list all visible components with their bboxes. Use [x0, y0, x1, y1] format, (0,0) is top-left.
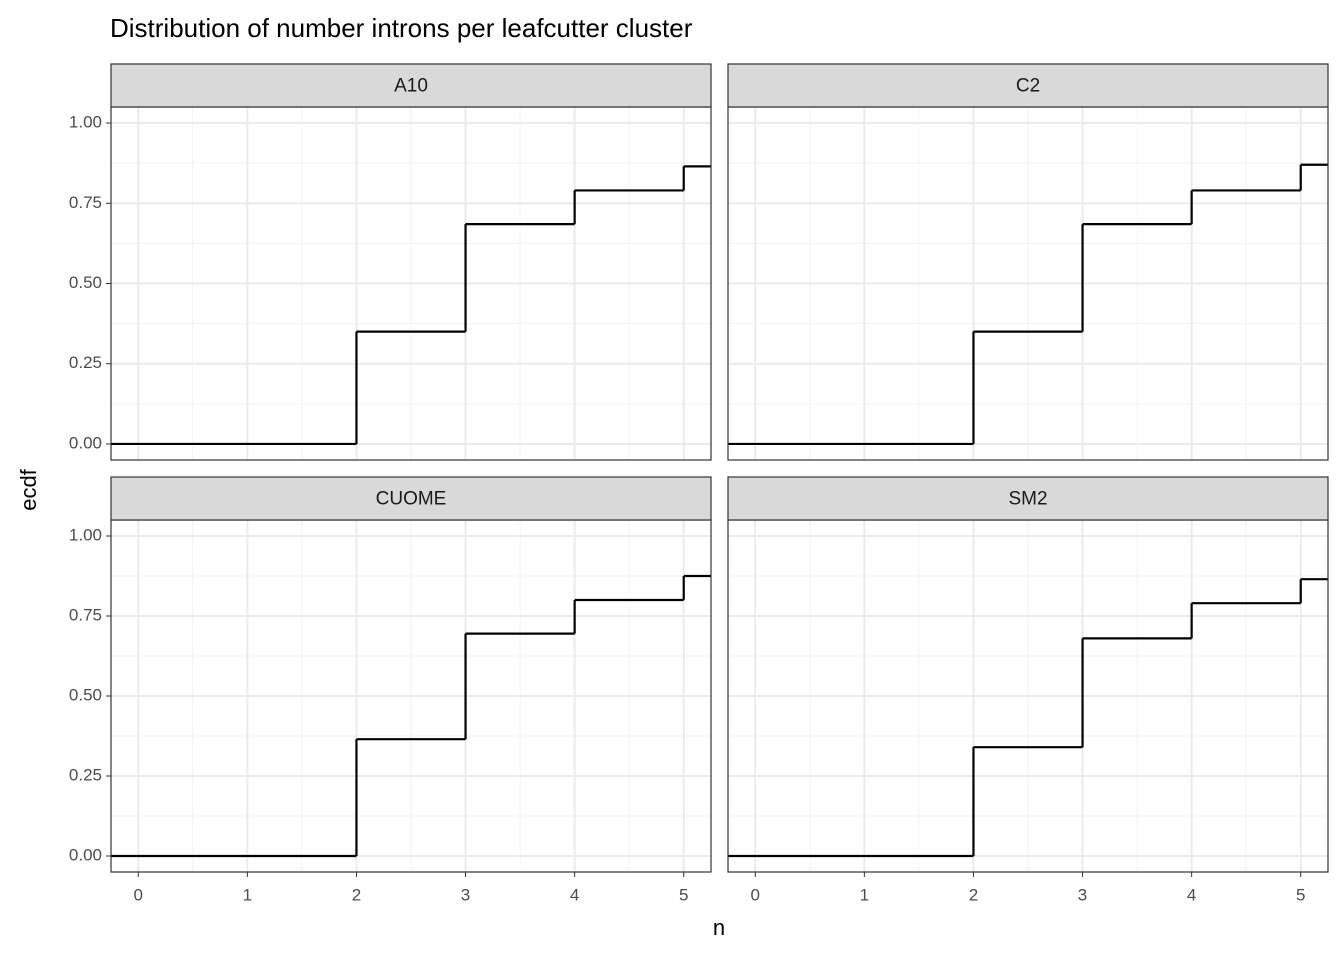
y-axis-label: ecdf	[16, 468, 41, 510]
facet-title: CUOME	[376, 489, 447, 510]
x-tick-label: 3	[1078, 885, 1087, 904]
x-tick-label: 5	[679, 885, 688, 904]
facet-strip	[727, 476, 1329, 521]
x-axis-label: n	[713, 915, 725, 940]
x-tick-label: 2	[352, 885, 361, 904]
facet-title: SM2	[1008, 489, 1047, 510]
x-tick-label: 4	[1187, 885, 1196, 904]
y-tick-label: 1.00	[69, 113, 102, 132]
facet-title: C2	[1016, 76, 1040, 97]
y-tick-label: 0.00	[69, 433, 102, 452]
x-tick-label: 4	[570, 885, 579, 904]
x-tick-label: 2	[969, 885, 978, 904]
facet-strip	[110, 63, 712, 108]
x-tick-label: 5	[1296, 885, 1305, 904]
x-tick-label: 0	[751, 885, 760, 904]
y-tick-label: 0.00	[69, 845, 102, 864]
facet-strip	[727, 63, 1329, 108]
y-tick-label: 0.75	[69, 193, 102, 212]
y-tick-label: 0.75	[69, 605, 102, 624]
x-tick-label: 1	[860, 885, 869, 904]
y-tick-label: 0.50	[69, 273, 102, 292]
y-tick-label: 0.25	[69, 353, 102, 372]
facet-title: A10	[394, 76, 428, 97]
y-tick-label: 0.50	[69, 685, 102, 704]
facet-strip	[110, 476, 712, 521]
x-tick-label: 3	[461, 885, 470, 904]
x-tick-label: 1	[243, 885, 252, 904]
chart-title: Distribution of number introns per leafc…	[110, 13, 693, 43]
y-tick-label: 1.00	[69, 525, 102, 544]
y-tick-label: 0.25	[69, 765, 102, 784]
x-tick-label: 0	[134, 885, 143, 904]
